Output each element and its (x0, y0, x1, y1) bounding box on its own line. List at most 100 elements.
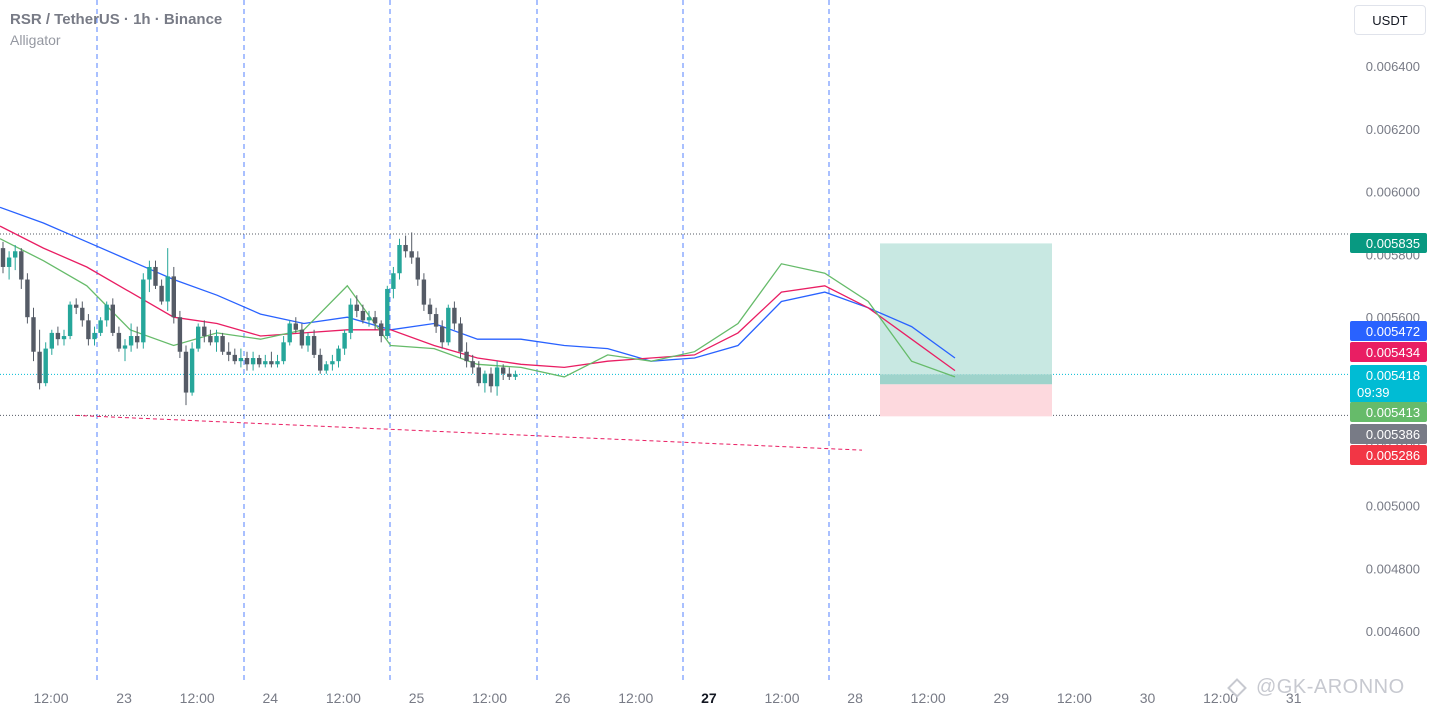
candle-body (153, 266, 158, 286)
candle-body (305, 336, 311, 346)
candle (409, 232, 414, 264)
candlestick-series (0, 232, 518, 406)
candle (244, 351, 250, 371)
time-axis[interactable]: 12:00 23 12:00 24 12:00 25 12:00 26 12:00 27 12:00… (33, 690, 1301, 706)
candle (281, 336, 286, 365)
candle-body (25, 279, 30, 318)
candle (226, 342, 231, 362)
candle-body (226, 351, 231, 355)
candle (476, 361, 481, 387)
candle-body (244, 358, 250, 365)
candle (110, 298, 115, 337)
price-label-value: 0.005434 (1366, 345, 1420, 360)
candle (488, 367, 494, 393)
countdown-label: 09:39 (1357, 385, 1390, 400)
price-label-bg (1350, 365, 1427, 403)
candle-body (80, 307, 85, 321)
candle (153, 260, 158, 289)
candle (257, 354, 262, 368)
price-tick-label: 0.004600 (1366, 624, 1420, 639)
candle-body (98, 320, 103, 333)
price-label-bg (1350, 445, 1427, 465)
candle (0, 241, 6, 274)
candle-body (482, 373, 488, 384)
candle-body (0, 248, 6, 267)
candle-body (372, 317, 378, 324)
candle (61, 329, 67, 346)
candle (513, 370, 518, 380)
candle-body (427, 304, 433, 315)
candle-body (49, 332, 54, 349)
candle (482, 370, 488, 393)
candle-body (159, 285, 164, 302)
candle-body (507, 373, 512, 377)
candle (311, 329, 317, 359)
target-zone (880, 243, 1052, 375)
watermark-text: @GK-ARONNO (1256, 676, 1405, 698)
candle (37, 329, 42, 390)
candle (440, 320, 445, 349)
price-tick-label: 0.004800 (1366, 561, 1420, 576)
price-label-alligator-teeth: 0.005434 (1350, 342, 1427, 362)
candle-body (183, 351, 189, 393)
candle-body (189, 348, 195, 393)
candle (208, 329, 213, 346)
trendline[interactable] (75, 414, 863, 451)
price-label-last-price: 0.005418 09:39 (1350, 365, 1427, 403)
candle (116, 326, 122, 352)
long-position-tool[interactable] (880, 243, 1052, 417)
candle (452, 301, 457, 330)
candle-body (433, 314, 439, 327)
candle (55, 326, 61, 346)
candle (171, 266, 176, 324)
candle-body (196, 326, 201, 349)
candle (263, 354, 268, 368)
candle-body (318, 354, 323, 371)
candle (336, 345, 341, 368)
time-tick-label: 29 (994, 690, 1010, 706)
candle-body (440, 326, 445, 343)
candle (177, 310, 183, 359)
candle (80, 301, 85, 327)
candle-body (446, 307, 451, 343)
candle (67, 301, 73, 340)
candle (147, 260, 152, 293)
price-label-value: 0.005286 (1366, 448, 1420, 463)
candle (13, 244, 18, 271)
candle (299, 323, 305, 349)
candle-body (67, 304, 73, 337)
price-label-value: 0.005413 (1366, 405, 1420, 420)
candle-body (415, 257, 420, 280)
candle-body (135, 336, 140, 343)
alligator-jaw-line (0, 206, 956, 362)
watermark: @GK-ARONNO (1227, 676, 1405, 699)
price-tick-label: 0.006000 (1366, 185, 1420, 200)
candle (43, 342, 48, 387)
support-trendline (75, 414, 863, 451)
candle (427, 298, 433, 321)
time-tick-label: 12:00 (618, 690, 653, 706)
currency-button[interactable]: USDT (1354, 5, 1426, 35)
candle (446, 304, 451, 346)
candle-body (263, 361, 268, 365)
candle-body (165, 276, 170, 302)
candle-body (464, 351, 469, 362)
candle (220, 332, 225, 355)
candle (433, 307, 439, 333)
candle-body (250, 358, 256, 365)
symbol-title[interactable]: RSR / TetherUS · 1h · Binance (10, 11, 223, 28)
indicator-name[interactable]: Alligator (10, 32, 61, 48)
candle-body (171, 276, 176, 318)
candle-body (275, 361, 280, 365)
time-tick-label: 12:00 (472, 690, 507, 706)
candle (269, 351, 274, 368)
candle-body (13, 251, 18, 258)
candle-body (281, 342, 286, 362)
candle-body (116, 332, 122, 349)
candle-body (494, 367, 500, 387)
candle (470, 354, 475, 374)
candle-body (122, 345, 128, 349)
candle (501, 364, 506, 380)
candle (31, 307, 36, 362)
